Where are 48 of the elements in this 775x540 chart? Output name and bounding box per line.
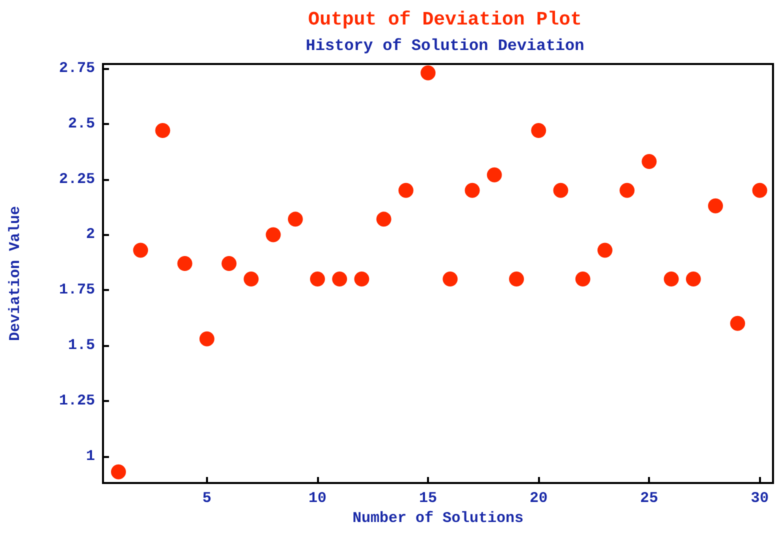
point [486,167,502,182]
point [708,198,724,214]
point [464,182,480,198]
point [177,256,192,272]
y-tick-label: 2.25 [58,170,95,188]
y-tick-label: 1.75 [58,282,95,299]
x-tick-label: 25 [640,490,658,507]
point [332,272,348,287]
y-tick-label: 1.5 [68,337,95,354]
point [398,182,414,198]
point [354,272,370,287]
point [730,316,746,331]
point [620,182,635,198]
x-tick-label: 30 [750,490,769,507]
point [575,272,590,287]
point [155,123,170,138]
point [553,182,568,198]
y-tick-label: 1 [86,448,95,465]
y-tick-label: 2.75 [58,60,95,77]
point [244,272,259,287]
point [597,242,612,258]
point [199,331,214,346]
y-tick-label: 2.5 [68,115,95,132]
point [664,272,679,287]
point [642,154,657,170]
x-tick-label: 15 [419,490,438,507]
chart-title: Output of Deviation Plot [308,8,582,30]
point [310,272,325,287]
chart-subtitle: History of Solution Deviation [306,37,584,55]
point [686,272,701,287]
point [420,65,436,80]
point [266,227,281,242]
point [376,212,392,227]
x-tick-label: 10 [308,490,326,507]
x-axis-title: Number of Solutions [352,510,524,527]
y-tick-label: 1.25 [58,392,95,410]
x-tick-label: 5 [202,490,212,507]
y-tick-label: 2 [86,226,95,244]
point [509,272,524,287]
point [222,256,237,272]
point [110,464,126,480]
y-axis-title: Deviation Value [7,206,24,342]
point [752,182,768,198]
point [531,123,546,138]
x-tick-label: 20 [530,490,548,507]
point [288,212,303,227]
point [442,272,458,287]
point [133,242,148,258]
